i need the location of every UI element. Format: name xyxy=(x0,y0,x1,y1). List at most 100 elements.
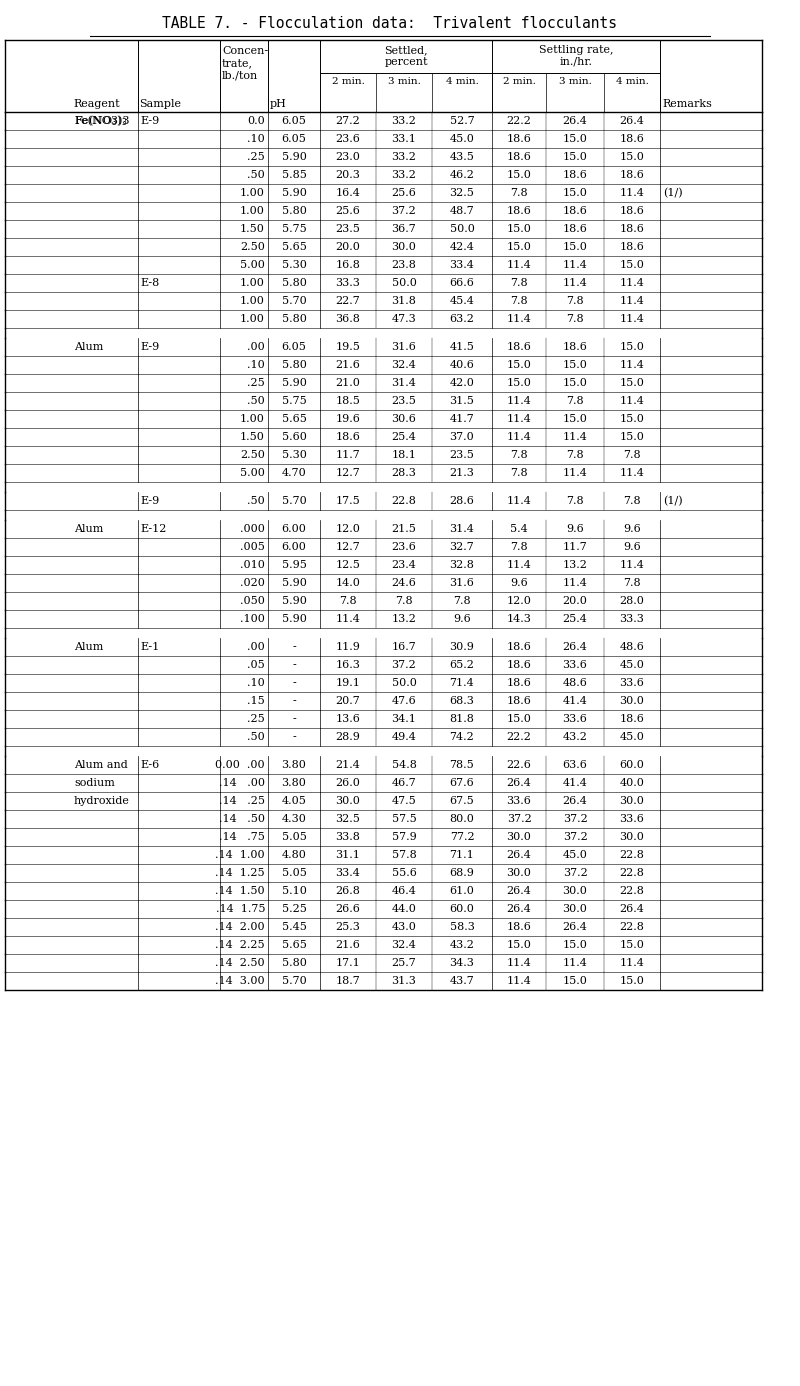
Text: 15.0: 15.0 xyxy=(562,976,587,985)
Text: Sample: Sample xyxy=(139,98,181,109)
Text: (1/): (1/) xyxy=(663,188,682,198)
Text: 12.5: 12.5 xyxy=(335,560,361,570)
Text: 2.50: 2.50 xyxy=(240,450,265,460)
Text: 37.2: 37.2 xyxy=(506,814,531,825)
Text: 11.4: 11.4 xyxy=(506,396,531,406)
Text: 36.7: 36.7 xyxy=(392,225,416,234)
Text: 42.0: 42.0 xyxy=(450,378,474,388)
Text: 21.6: 21.6 xyxy=(335,940,361,949)
Text: 33.6: 33.6 xyxy=(506,796,531,807)
Text: 15.0: 15.0 xyxy=(619,976,645,985)
Text: 41.4: 41.4 xyxy=(562,696,587,705)
Text: 74.2: 74.2 xyxy=(450,732,474,742)
Text: 5.90: 5.90 xyxy=(282,378,306,388)
Text: Alum: Alum xyxy=(74,524,103,534)
Text: 7.8: 7.8 xyxy=(510,297,528,306)
Text: 37.2: 37.2 xyxy=(562,814,587,825)
Text: 25.4: 25.4 xyxy=(562,614,587,624)
Text: -: - xyxy=(292,696,296,705)
Text: 1.00: 1.00 xyxy=(240,188,265,198)
Text: 9.6: 9.6 xyxy=(623,542,641,552)
Text: 6.05: 6.05 xyxy=(282,116,306,126)
Text: 15.0: 15.0 xyxy=(619,152,645,162)
Text: 7.8: 7.8 xyxy=(510,542,528,552)
Text: 18.6: 18.6 xyxy=(506,134,531,144)
Text: 2 min.: 2 min. xyxy=(502,78,535,86)
Text: 5.90: 5.90 xyxy=(282,614,306,624)
Text: 23.5: 23.5 xyxy=(391,396,417,406)
Text: 19.1: 19.1 xyxy=(335,678,361,687)
Text: 15.0: 15.0 xyxy=(562,414,587,424)
Text: 5.85: 5.85 xyxy=(282,170,306,180)
Text: pH: pH xyxy=(270,98,287,109)
Text: 5.05: 5.05 xyxy=(282,868,306,877)
Text: 5.80: 5.80 xyxy=(282,315,306,324)
Text: 22.8: 22.8 xyxy=(391,496,417,506)
Text: 18.6: 18.6 xyxy=(619,225,645,234)
Text: .15: .15 xyxy=(247,696,265,705)
Text: 60.0: 60.0 xyxy=(619,760,645,771)
Text: 5.25: 5.25 xyxy=(282,904,306,913)
Text: .14   .00: .14 .00 xyxy=(219,778,265,789)
Text: 4.05: 4.05 xyxy=(282,796,306,807)
Text: 30.0: 30.0 xyxy=(619,796,645,807)
Text: 16.3: 16.3 xyxy=(335,660,361,669)
Text: 31.8: 31.8 xyxy=(391,297,417,306)
Text: 26.0: 26.0 xyxy=(335,778,361,789)
Text: 26.4: 26.4 xyxy=(562,796,587,807)
Text: sodium: sodium xyxy=(74,778,115,789)
Text: 45.0: 45.0 xyxy=(562,850,587,859)
Text: 67.5: 67.5 xyxy=(450,796,474,807)
Text: 43.2: 43.2 xyxy=(562,732,587,742)
Text: 26.8: 26.8 xyxy=(335,886,361,895)
Text: 5.75: 5.75 xyxy=(282,396,306,406)
Text: -: - xyxy=(292,714,296,723)
Text: .25: .25 xyxy=(247,152,265,162)
Text: 44.0: 44.0 xyxy=(391,904,417,913)
Text: 31.1: 31.1 xyxy=(335,850,361,859)
Text: 47.6: 47.6 xyxy=(392,696,416,705)
Text: 25.6: 25.6 xyxy=(335,207,361,216)
Text: TABLE 7. - Flocculation data:  Trivalent flocculants: TABLE 7. - Flocculation data: Trivalent … xyxy=(162,15,618,30)
Text: 14.0: 14.0 xyxy=(335,578,361,588)
Text: 18.6: 18.6 xyxy=(506,922,531,931)
Text: 5.90: 5.90 xyxy=(282,578,306,588)
Text: 26.4: 26.4 xyxy=(619,116,645,126)
Text: 18.7: 18.7 xyxy=(336,976,360,985)
Text: 18.6: 18.6 xyxy=(562,170,587,180)
Text: 37.2: 37.2 xyxy=(392,660,416,669)
Text: 43.5: 43.5 xyxy=(450,152,474,162)
Text: 46.2: 46.2 xyxy=(450,170,474,180)
Text: 43.0: 43.0 xyxy=(391,922,417,931)
Text: 11.4: 11.4 xyxy=(506,496,531,506)
Text: .10: .10 xyxy=(247,360,265,370)
Text: 7.8: 7.8 xyxy=(566,496,584,506)
Text: 32.5: 32.5 xyxy=(450,188,474,198)
Text: 7.8: 7.8 xyxy=(395,596,413,606)
Text: .14  2.50: .14 2.50 xyxy=(215,958,265,967)
Text: 18.6: 18.6 xyxy=(562,225,587,234)
Text: 21.6: 21.6 xyxy=(335,360,361,370)
Text: 13.2: 13.2 xyxy=(562,560,587,570)
Text: .010: .010 xyxy=(240,560,265,570)
Text: 5.65: 5.65 xyxy=(282,940,306,949)
Text: 15.0: 15.0 xyxy=(506,360,531,370)
Text: 7.8: 7.8 xyxy=(510,468,528,478)
Text: 22.7: 22.7 xyxy=(336,297,360,306)
Text: 4 min.: 4 min. xyxy=(615,78,649,86)
Text: 32.4: 32.4 xyxy=(391,360,417,370)
Text: 43.2: 43.2 xyxy=(450,940,474,949)
Text: 77.2: 77.2 xyxy=(450,832,474,843)
Text: 26.4: 26.4 xyxy=(562,116,587,126)
Text: 4.70: 4.70 xyxy=(282,468,306,478)
Text: 21.5: 21.5 xyxy=(391,524,417,534)
Text: 50.0: 50.0 xyxy=(450,225,474,234)
Text: 25.4: 25.4 xyxy=(391,432,417,442)
Text: 12.7: 12.7 xyxy=(336,468,360,478)
Text: 22.2: 22.2 xyxy=(506,732,531,742)
Text: 18.6: 18.6 xyxy=(335,432,361,442)
Text: 15.0: 15.0 xyxy=(506,225,531,234)
Text: 57.5: 57.5 xyxy=(392,814,416,825)
Text: (1/): (1/) xyxy=(663,496,682,506)
Text: 11.9: 11.9 xyxy=(335,642,361,651)
